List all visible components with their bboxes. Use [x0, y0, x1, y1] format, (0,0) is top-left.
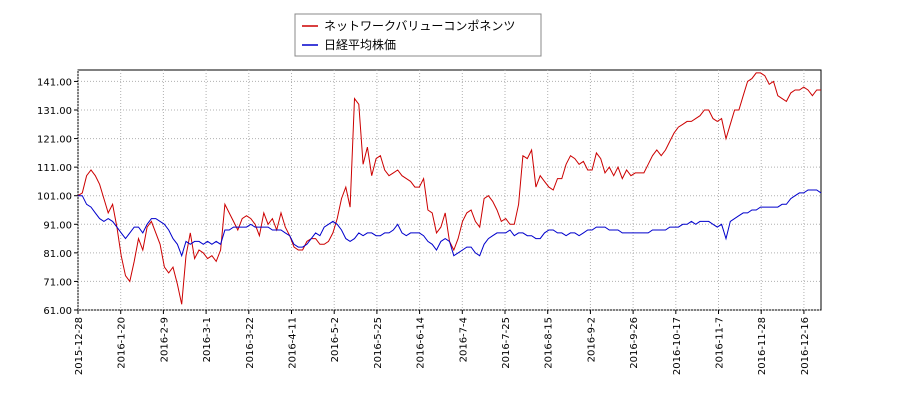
x-tick-label: 2016-11-28: [757, 317, 768, 375]
legend-label-network-value: ネットワークバリューコンポネンツ: [324, 19, 515, 33]
y-tick-label: 61.00: [43, 306, 72, 317]
series-line-nikkei: [78, 189, 822, 258]
x-tick-label: 2015-12-28: [74, 317, 85, 375]
x-tick-label: 2016-5-25: [373, 317, 384, 369]
series-lines: [77, 72, 822, 305]
x-tick-label: 2016-9-2: [586, 317, 597, 362]
x-tick-label: 2016-4-11: [288, 317, 299, 369]
x-tick-label: 2016-5-2: [330, 317, 341, 362]
legend-box: [294, 13, 542, 57]
x-tick-label: 2016-2-9: [159, 317, 170, 362]
y-tick-label: 131.00: [37, 106, 72, 117]
x-tick-label: 2016-9-26: [629, 317, 640, 369]
grid: [77, 70, 821, 311]
legend-label-nikkei: 日経平均株価: [324, 37, 396, 52]
x-tick-label: 2016-12-16: [800, 317, 811, 375]
legend: ネットワークバリューコンポネンツ 日経平均株価: [294, 13, 542, 57]
y-tick-label: 91.00: [43, 220, 72, 231]
x-tick-label: 2016-7-25: [501, 317, 512, 369]
plot-area: [77, 69, 822, 311]
y-tick-label: 111.00: [37, 163, 72, 174]
y-tick-label: 141.00: [37, 77, 72, 88]
y-tick-label: 71.00: [43, 277, 72, 288]
y-tick-label: 101.00: [37, 192, 72, 203]
x-tick-label: 2016-1-20: [117, 317, 128, 369]
y-tick-label: 121.00: [37, 135, 72, 146]
x-tick-label: 2016-3-22: [245, 317, 256, 369]
x-tick-label: 2016-11-7: [715, 317, 726, 369]
x-tick-label: 2016-3-1: [202, 317, 213, 362]
x-axis: 2015-12-28 2016-1-20 2016-2-9 2016-3-1 2016-…: [74, 310, 811, 375]
x-tick-label: 2016-6-14: [416, 317, 427, 369]
y-tick-label: 81.00: [43, 249, 72, 260]
x-tick-label: 2016-10-17: [672, 317, 683, 375]
x-tick-label: 2016-7-4: [458, 317, 469, 362]
x-tick-label: 2016-8-15: [544, 317, 555, 369]
y-axis: 61.00 71.00 81.00 91.00 101.00 111.00 121.00 13…: [37, 77, 78, 317]
